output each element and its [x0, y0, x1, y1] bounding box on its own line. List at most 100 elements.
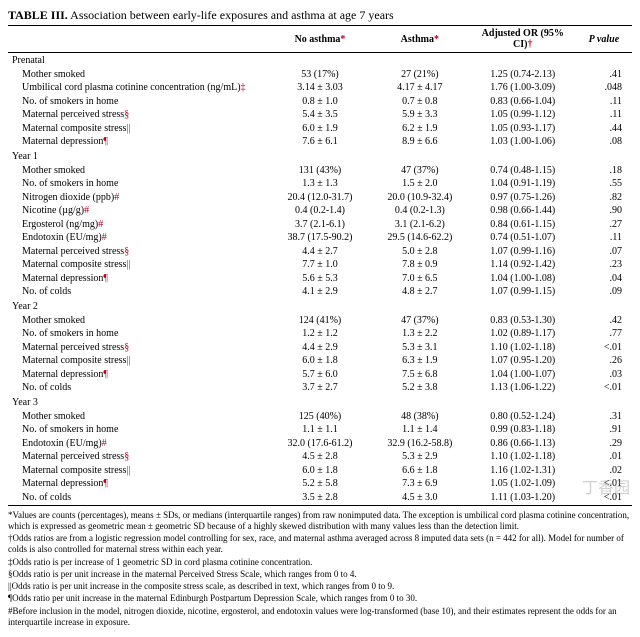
row-label: No. of smokers in home [8, 95, 270, 109]
cell-pvalue: .04 [576, 272, 632, 286]
cell-or: 1.07 (0.99-1.15) [470, 286, 576, 300]
table-row: No. of smokers in home1.2 ± 1.21.3 ± 2.2… [8, 328, 632, 342]
footnote: #Before inclusion in the model, nitrogen… [8, 606, 632, 629]
table-row: Mother smoked125 (40%)48 (38%)0.80 (0.52… [8, 410, 632, 424]
cell-pvalue: .55 [576, 178, 632, 192]
cell-no-asthma: 3.7 ± 2.7 [270, 382, 370, 396]
cell-pvalue: .90 [576, 205, 632, 219]
cell-or: 1.05 (0.93-1.17) [470, 122, 576, 136]
cell-pvalue: .23 [576, 259, 632, 273]
footnotes: *Values are counts (percentages), means … [8, 510, 632, 629]
table-row: Endotoxin (EU/mg)#38.7 (17.5-90.2)29.5 (… [8, 232, 632, 246]
footnote: §Odds ratio is per unit increase in the … [8, 569, 632, 580]
cell-pvalue: .01 [576, 451, 632, 465]
cell-no-asthma: 53 (17%) [270, 68, 370, 82]
col-asthma: Asthma* [370, 26, 470, 53]
table-row: No. of smokers in home1.3 ± 1.31.5 ± 2.0… [8, 178, 632, 192]
table-row: Maternal perceived stress§4.5 ± 2.85.3 ±… [8, 451, 632, 465]
row-label: Mother smoked [8, 68, 270, 82]
cell-or: 1.11 (1.03-1.20) [470, 491, 576, 505]
cell-pvalue: .18 [576, 164, 632, 178]
footnote: *Values are counts (percentages), means … [8, 510, 632, 533]
cell-or: 0.84 (0.61-1.15) [470, 218, 576, 232]
cell-pvalue: .27 [576, 218, 632, 232]
cell-asthma: 5.9 ± 3.3 [370, 109, 470, 123]
footnote-marker: § [124, 342, 129, 353]
cell-asthma: 3.1 (2.1-6.2) [370, 218, 470, 232]
row-label: Maternal composite stress|| [8, 259, 270, 273]
col-no-asthma: No asthma* [270, 26, 370, 53]
cell-no-asthma: 7.7 ± 1.0 [270, 259, 370, 273]
cell-no-asthma: 4.4 ± 2.7 [270, 245, 370, 259]
cell-asthma: 7.5 ± 6.8 [370, 368, 470, 382]
table-row: Maternal perceived stress§4.4 ± 2.75.0 ±… [8, 245, 632, 259]
cell-asthma: 4.8 ± 2.7 [370, 286, 470, 300]
footnote-marker: ¶ [103, 273, 108, 284]
cell-or: 1.10 (1.02-1.18) [470, 341, 576, 355]
table-caption: Association between early-life exposures… [68, 8, 394, 22]
table-row: Ergosterol (ng/mg)#3.7 (2.1-6.1)3.1 (2.1… [8, 218, 632, 232]
table-row: Maternal depression¶5.6 ± 5.37.0 ± 6.51.… [8, 272, 632, 286]
cell-or: 1.10 (1.02-1.18) [470, 451, 576, 465]
row-label: No. of colds [8, 382, 270, 396]
data-table: No asthma* Asthma* Adjusted OR (95% CI)†… [8, 25, 632, 506]
cell-pvalue: .02 [576, 464, 632, 478]
footnote-marker: || [126, 259, 130, 270]
row-label: Maternal depression¶ [8, 136, 270, 150]
table-row: No. of smokers in home0.8 ± 1.00.7 ± 0.8… [8, 95, 632, 109]
cell-pvalue: .42 [576, 314, 632, 328]
row-label: No. of colds [8, 286, 270, 300]
footnote-marker: || [126, 465, 130, 476]
cell-no-asthma: 3.5 ± 2.8 [270, 491, 370, 505]
cell-or: 1.04 (0.91-1.19) [470, 178, 576, 192]
cell-no-asthma: 1.1 ± 1.1 [270, 424, 370, 438]
row-label: No. of smokers in home [8, 178, 270, 192]
cell-no-asthma: 4.4 ± 2.9 [270, 341, 370, 355]
table-row: Maternal composite stress||6.0 ± 1.86.6 … [8, 464, 632, 478]
section-header: Prenatal [8, 53, 632, 69]
cell-or: 1.76 (1.00-3.09) [470, 82, 576, 96]
footnote-marker: # [102, 232, 107, 243]
cell-asthma: 1.5 ± 2.0 [370, 178, 470, 192]
row-label: Maternal depression¶ [8, 272, 270, 286]
row-label: No. of smokers in home [8, 328, 270, 342]
cell-no-asthma: 3.7 (2.1-6.1) [270, 218, 370, 232]
cell-asthma: 1.3 ± 2.2 [370, 328, 470, 342]
cell-pvalue: .41 [576, 68, 632, 82]
table-row: No. of colds3.5 ± 2.84.5 ± 3.01.11 (1.03… [8, 491, 632, 505]
cell-no-asthma: 0.4 (0.2-1.4) [270, 205, 370, 219]
cell-or: 0.83 (0.66-1.04) [470, 95, 576, 109]
cell-no-asthma: 1.3 ± 1.3 [270, 178, 370, 192]
table-row: Maternal composite stress||6.0 ± 1.86.3 … [8, 355, 632, 369]
cell-or: 0.74 (0.48-1.15) [470, 164, 576, 178]
cell-asthma: 6.2 ± 1.9 [370, 122, 470, 136]
row-label: Mother smoked [8, 314, 270, 328]
cell-or: 1.04 (1.00-1.07) [470, 368, 576, 382]
footnote-marker: ¶ [103, 136, 108, 147]
footnote-marker: § [124, 451, 129, 462]
cell-no-asthma: 0.8 ± 1.0 [270, 95, 370, 109]
table-row: Mother smoked131 (43%)47 (37%)0.74 (0.48… [8, 164, 632, 178]
cell-pvalue: <.01 [576, 382, 632, 396]
footnote-marker: # [114, 192, 119, 203]
footnote-marker: # [84, 205, 89, 216]
table-row: Maternal depression¶5.2 ± 5.87.3 ± 6.91.… [8, 478, 632, 492]
cell-pvalue: .82 [576, 191, 632, 205]
section-header: Year 2 [8, 299, 632, 314]
cell-or: 0.86 (0.66-1.13) [470, 437, 576, 451]
cell-pvalue: <.01 [576, 478, 632, 492]
footnote-marker: § [124, 246, 129, 257]
cell-or: 1.13 (1.06-1.22) [470, 382, 576, 396]
cell-no-asthma: 5.6 ± 5.3 [270, 272, 370, 286]
table-row: Nicotine (µg/g)#0.4 (0.2-1.4)0.4 (0.2-1.… [8, 205, 632, 219]
cell-or: 1.03 (1.00-1.06) [470, 136, 576, 150]
row-label: Umbilical cord plasma cotinine concentra… [8, 82, 270, 96]
table-row: No. of colds4.1 ± 2.94.8 ± 2.71.07 (0.99… [8, 286, 632, 300]
cell-pvalue: .77 [576, 328, 632, 342]
section-label: Prenatal [8, 53, 632, 69]
footnote-marker: ¶ [103, 478, 108, 489]
row-label: Maternal perceived stress§ [8, 109, 270, 123]
header-row: No asthma* Asthma* Adjusted OR (95% CI)†… [8, 26, 632, 53]
table-row: No. of smokers in home1.1 ± 1.11.1 ± 1.4… [8, 424, 632, 438]
cell-or: 0.83 (0.53-1.30) [470, 314, 576, 328]
